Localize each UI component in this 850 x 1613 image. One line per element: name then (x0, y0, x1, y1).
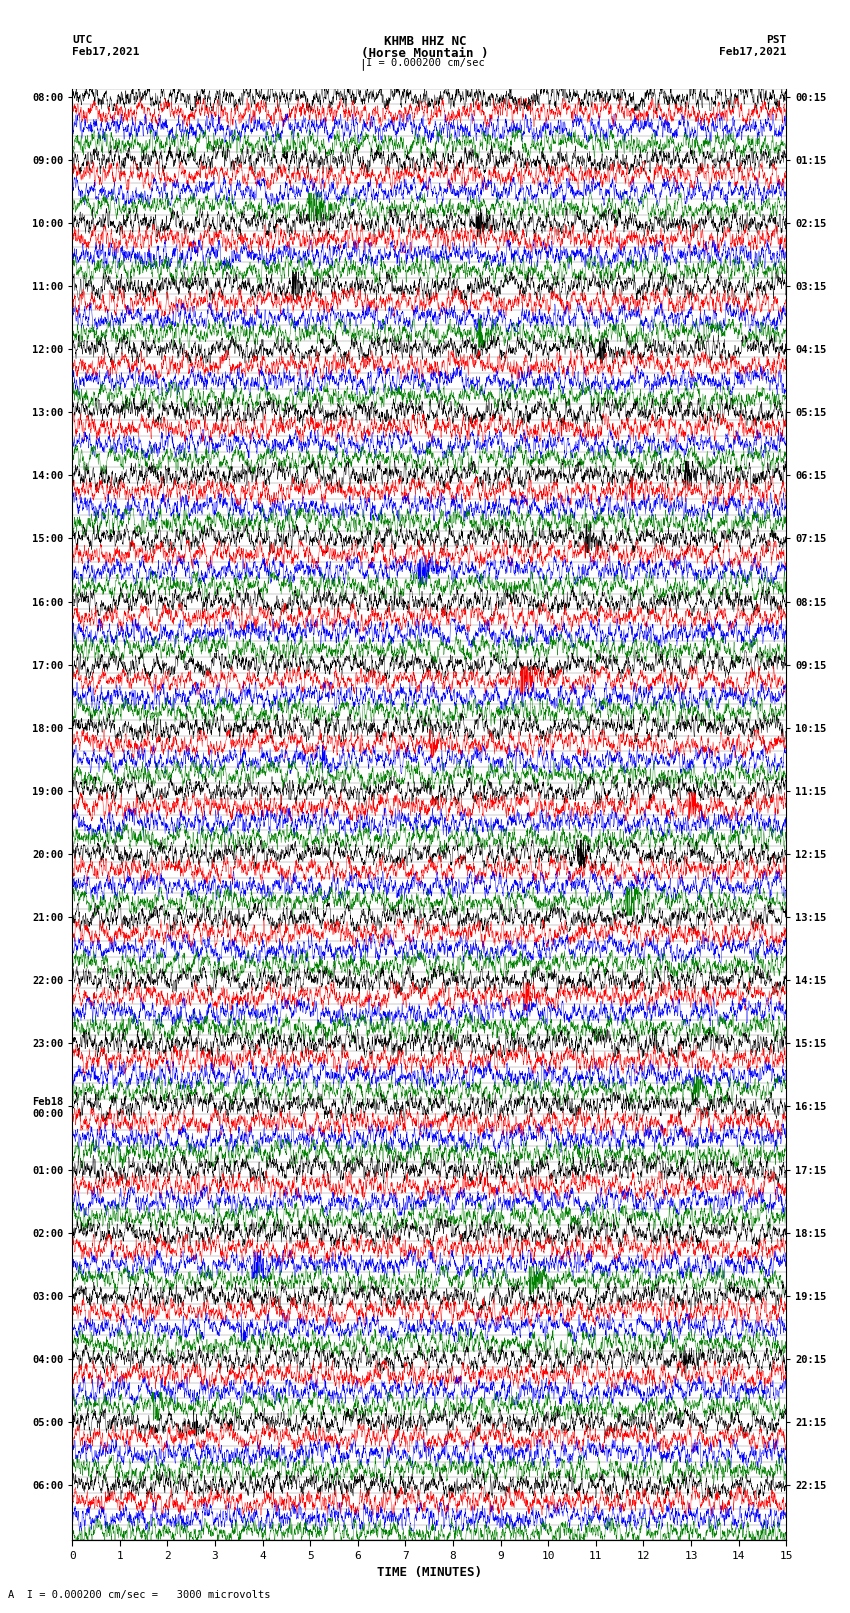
Text: ⎥: ⎥ (358, 58, 365, 69)
Text: (Horse Mountain ): (Horse Mountain ) (361, 47, 489, 60)
Text: PST: PST (766, 35, 786, 45)
X-axis label: TIME (MINUTES): TIME (MINUTES) (377, 1566, 482, 1579)
Text: UTC: UTC (72, 35, 93, 45)
Text: KHMB HHZ NC: KHMB HHZ NC (383, 35, 467, 48)
Text: A  I = 0.000200 cm/sec =   3000 microvolts: A I = 0.000200 cm/sec = 3000 microvolts (8, 1590, 271, 1600)
Text: I = 0.000200 cm/sec: I = 0.000200 cm/sec (366, 58, 484, 68)
Text: Feb17,2021: Feb17,2021 (719, 47, 786, 56)
Text: Feb17,2021: Feb17,2021 (72, 47, 139, 56)
